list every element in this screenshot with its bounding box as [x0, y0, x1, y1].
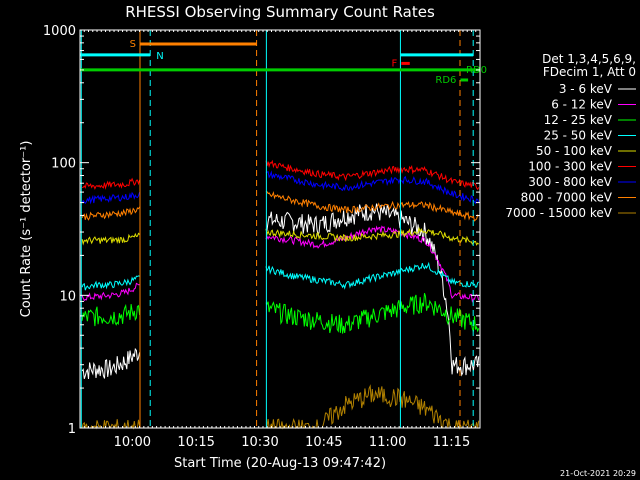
legend-entry-label: 7000 - 15000 keV	[505, 206, 612, 220]
x-axis: 10:00 10:15 10:30 10:45 11:00 11:15	[79, 30, 481, 450]
y-tick-label: 100	[51, 157, 76, 172]
x-tick-label: 11:00	[369, 435, 406, 450]
series-line-0-seg0	[81, 347, 141, 380]
series-line-3-seg1	[265, 261, 480, 290]
x-tick-label: 10:00	[114, 435, 151, 450]
series-line-6-seg0	[81, 191, 141, 205]
series-line-7-seg1	[265, 190, 480, 222]
y-tick-label: 1000	[43, 24, 76, 39]
series-line-4-seg1	[265, 226, 480, 246]
x-tick-label: 10:15	[177, 435, 214, 450]
y-tick-label: 1	[68, 422, 76, 437]
legend-entry-label: 6 - 12 keV	[551, 98, 613, 112]
plot-traces	[81, 159, 480, 430]
x-axis-label: Start Time (20-Aug-13 09:47:42)	[174, 456, 386, 471]
legend-header: Det 1,3,4,5,6,9,	[542, 52, 636, 66]
series-line-2-seg0	[81, 303, 141, 327]
flag-label: F	[392, 58, 398, 69]
series-line-3-seg0	[81, 275, 140, 291]
footer-date: 21-Oct-2021 20:29	[560, 469, 636, 478]
legend-entry-label: 3 - 6 keV	[559, 82, 613, 96]
y-tick-label: 10	[59, 289, 76, 304]
x-tick-label: 11:15	[433, 435, 470, 450]
legend-entry-label: 100 - 300 keV	[528, 160, 612, 174]
legend-entry-label: 25 - 50 keV	[544, 129, 613, 143]
series-line-0-seg1	[265, 203, 480, 377]
x-tick-label: 10:30	[241, 435, 278, 450]
series-line-1-seg1	[265, 225, 480, 303]
legend-header: FDecim 1, Att 0	[543, 65, 636, 79]
series-line-6-seg1	[265, 170, 480, 205]
series-line-1-seg0	[81, 282, 140, 302]
flag-label: RD6	[435, 75, 456, 86]
legend-entry-label: 800 - 7000 keV	[521, 191, 613, 205]
flag-label: N	[156, 51, 163, 62]
vertical-markers	[80, 30, 474, 428]
series-line-5-seg0	[81, 177, 141, 190]
legend-entry-label: 50 - 100 keV	[536, 144, 613, 158]
series-line-5-seg1	[265, 159, 480, 191]
legend: Det 1,3,4,5,6,9,FDecim 1, Att 0 3 - 6 keV…	[505, 52, 636, 220]
flag-label: S	[130, 39, 136, 50]
series-line-2-seg1	[265, 293, 480, 334]
chart-title: RHESSI Observing Summary Count Rates	[125, 3, 435, 21]
x-tick-label: 10:45	[305, 435, 342, 450]
series-line-4-seg0	[81, 232, 140, 246]
y-axis-label: Count Rate (s⁻¹ detector⁻¹)	[19, 141, 34, 318]
legend-entry-label: 300 - 800 keV	[528, 175, 612, 189]
series-line-7-seg0	[81, 206, 141, 221]
y-axis: 1 10 100 1000	[43, 24, 480, 437]
series-line-8-seg1	[265, 384, 480, 430]
legend-entry-label: 12 - 25 keV	[544, 113, 613, 127]
